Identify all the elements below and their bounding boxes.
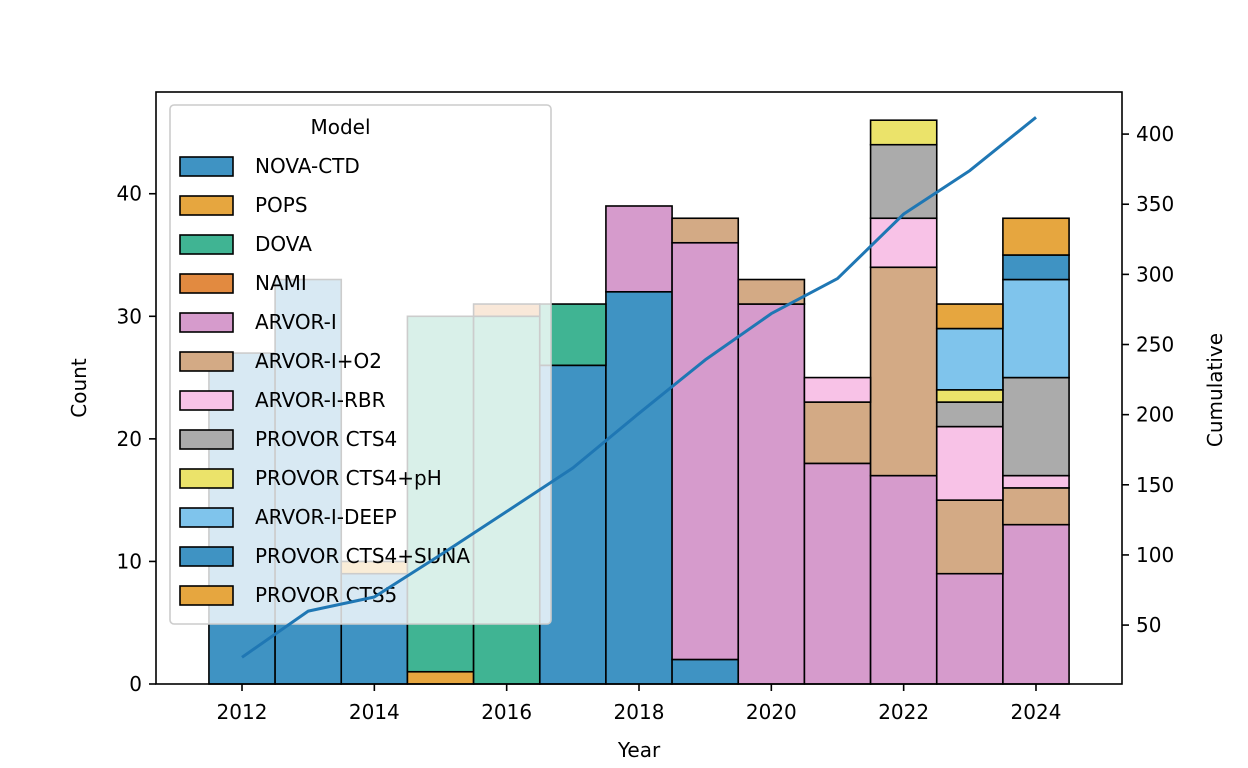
y2-tick-label: 150 [1136,473,1174,497]
bar-segment [737,303,806,685]
bar-segment [803,401,872,465]
legend-label: ARVOR-I-DEEP [255,505,397,529]
bar-segment [935,499,1004,575]
y-axis: 0 10 20 30 40 [117,182,156,696]
bar-segment [803,462,872,685]
legend-swatch [179,234,234,255]
bar-segment [737,278,806,305]
legend-label: PROVOR CTS4 [255,427,397,451]
x-tick-label: 2020 [746,700,797,724]
x-tick-label: 2018 [614,700,665,724]
bar-segment [935,389,1004,403]
legend-swatch [179,156,234,177]
y2-tick-label: 300 [1136,262,1174,286]
bar-segment [935,401,1004,428]
legend-swatch [179,390,234,411]
x-tick-label: 2016 [481,700,532,724]
legend-label: NOVA-CTD [255,154,360,178]
legend-title: Model [310,115,370,139]
legend-label: ARVOR-I+O2 [255,349,382,373]
bar-segment [869,143,938,220]
legend-label: PROVOR CTS4+pH [255,466,442,490]
legend: Model NOVA-CTD POPS DOVA NAMI ARVOR-I ARVOR-I+… [169,104,552,625]
y2-tick-label: 200 [1136,403,1174,427]
y2-tick-label: 350 [1136,192,1174,216]
bar-segment [869,217,938,269]
y-tick-label: 10 [117,549,142,573]
y-tick-label: 30 [117,304,142,328]
legend-label: DOVA [255,232,312,256]
bar-segment [1002,474,1070,489]
legend-label: NAMI [255,271,307,295]
legend-swatch [179,273,234,294]
y-tick-label: 0 [129,672,142,696]
legend-swatch [179,351,234,372]
x-tick-label: 2012 [217,700,268,724]
bar-segment [1002,376,1070,477]
bar-segment [869,119,938,146]
bar-segment [1002,278,1070,379]
legend-box [169,104,552,625]
legend-label: ARVOR-I-RBR [255,388,386,412]
legend-swatch [179,507,234,528]
bar-segment [869,266,938,477]
bar-segment [671,241,740,661]
cumulative-line [241,116,1037,659]
x-axis: 2012 2014 2016 2018 2020 2022 2024 [217,684,1062,724]
bar-segment [671,217,740,244]
legend-label: POPS [255,193,308,217]
x-tick-label: 2014 [349,700,400,724]
bar-segment [935,572,1004,685]
bar-segment [1002,254,1070,281]
legend-swatch [179,546,234,567]
bar-segment [1002,487,1070,526]
legend-swatch [179,585,234,606]
bar-segment [935,303,1004,330]
y-tick-label: 40 [117,182,142,206]
bar-segment [935,425,1004,501]
bar-segment [406,670,475,685]
x-axis-title: Year [617,738,661,762]
y-tick-label: 20 [117,427,142,451]
bar-segment [605,205,673,293]
y2-axis: 50 100 150 200 250 300 350 400 [1122,122,1174,637]
legend-label: ARVOR-I [255,310,337,334]
y2-tick-label: 100 [1136,543,1174,567]
legend-label: PROVOR CTS4+SUNA [255,544,470,568]
bar-segment [605,290,673,685]
y2-axis-title: Cumulative [1203,333,1227,447]
y2-tick-label: 50 [1136,613,1161,637]
legend-label: PROVOR CTS5 [255,583,397,607]
bar-segment [869,474,938,685]
bar-segment [935,327,1004,391]
legend-swatch [179,429,234,450]
legend-swatch [179,312,234,333]
legend-swatch [179,195,234,216]
cumulative-line-layer [241,116,1037,659]
bar-segment [1002,217,1070,256]
x-tick-label: 2022 [878,700,929,724]
bar-segment [1002,523,1070,685]
legend-swatch [179,468,234,489]
y2-tick-label: 400 [1136,122,1174,146]
y-axis-title: Count [67,358,91,418]
x-tick-label: 2024 [1011,700,1062,724]
y2-tick-label: 250 [1136,333,1174,357]
bar-segment [671,658,740,685]
bar-segment [803,376,872,403]
